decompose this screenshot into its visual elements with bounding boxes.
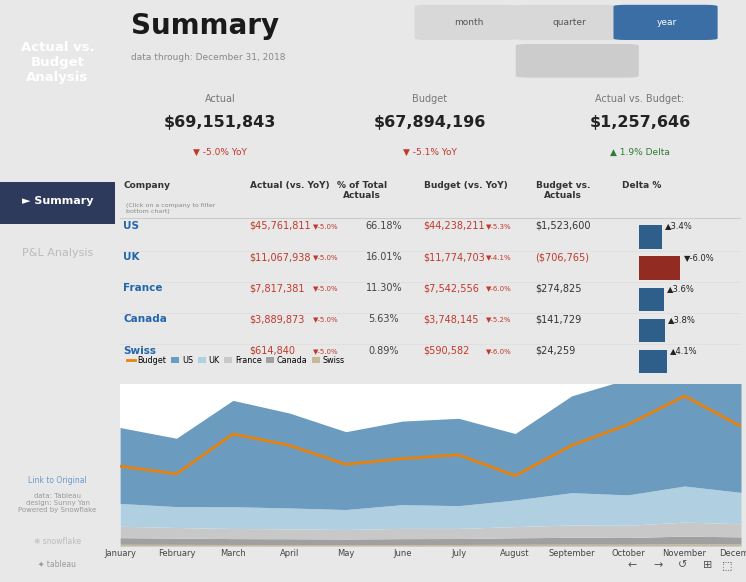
Text: →: → bbox=[653, 560, 662, 570]
Text: $614,840: $614,840 bbox=[249, 346, 295, 356]
Text: ▼-5.0%: ▼-5.0% bbox=[313, 254, 338, 260]
Text: ▼ -5.0% YoY: ▼ -5.0% YoY bbox=[193, 148, 247, 157]
Text: quarter: quarter bbox=[553, 18, 586, 27]
Text: $1,523,600: $1,523,600 bbox=[535, 221, 590, 231]
Text: Budget (vs. YoY): Budget (vs. YoY) bbox=[424, 181, 508, 190]
Text: Canada: Canada bbox=[123, 314, 167, 324]
Text: ⊞: ⊞ bbox=[703, 560, 713, 570]
Text: $590,582: $590,582 bbox=[423, 346, 469, 356]
Text: ▼-6.0%: ▼-6.0% bbox=[486, 347, 513, 354]
FancyBboxPatch shape bbox=[415, 5, 518, 40]
Text: Actual: Actual bbox=[204, 94, 236, 104]
Text: P&L Analysis: P&L Analysis bbox=[22, 248, 93, 258]
Text: ⬚: ⬚ bbox=[722, 560, 733, 570]
FancyBboxPatch shape bbox=[613, 5, 718, 40]
Text: % of Total
Actuals: % of Total Actuals bbox=[337, 181, 387, 200]
Text: year: year bbox=[657, 18, 677, 27]
Bar bbox=[639, 225, 662, 249]
Text: Budget vs.
Actuals: Budget vs. Actuals bbox=[536, 181, 590, 200]
Legend: Budget, US, UK, France, Canada, Swiss: Budget, US, UK, France, Canada, Swiss bbox=[124, 352, 348, 368]
FancyBboxPatch shape bbox=[515, 5, 620, 40]
Text: Swiss: Swiss bbox=[123, 346, 156, 356]
Text: $69,151,843: $69,151,843 bbox=[164, 115, 276, 130]
Text: ▼-5.0%: ▼-5.0% bbox=[313, 317, 338, 322]
Text: 66.18%: 66.18% bbox=[366, 221, 402, 231]
Text: $11,774,703: $11,774,703 bbox=[423, 252, 485, 262]
Text: US: US bbox=[123, 221, 139, 231]
Text: 5.63%: 5.63% bbox=[369, 314, 399, 324]
Text: ▼-5.0%: ▼-5.0% bbox=[313, 285, 338, 291]
Text: ▲3.4%: ▲3.4% bbox=[665, 221, 693, 230]
Text: Actual vs. Budget:: Actual vs. Budget: bbox=[595, 94, 685, 104]
Text: $3,748,145: $3,748,145 bbox=[423, 314, 478, 324]
Text: $141,729: $141,729 bbox=[535, 314, 581, 324]
Text: ($706,765): ($706,765) bbox=[535, 252, 589, 262]
Bar bbox=[639, 288, 664, 311]
Text: ▼-5.0%: ▼-5.0% bbox=[313, 223, 338, 229]
Text: France: France bbox=[123, 283, 163, 293]
Text: data: Tableau
design: Sunny Yan
Powered by Snowflake: data: Tableau design: Sunny Yan Powered … bbox=[19, 494, 97, 513]
Text: $1,257,646: $1,257,646 bbox=[589, 115, 691, 130]
Text: $45,761,811: $45,761,811 bbox=[249, 221, 311, 231]
Text: $7,817,381: $7,817,381 bbox=[249, 283, 304, 293]
Text: ❄ snowflake: ❄ snowflake bbox=[34, 537, 81, 546]
Text: Delta %: Delta % bbox=[622, 181, 661, 190]
Text: month: month bbox=[454, 18, 483, 27]
Bar bbox=[639, 319, 665, 342]
Text: $11,067,938: $11,067,938 bbox=[249, 252, 310, 262]
Text: $67,894,196: $67,894,196 bbox=[374, 115, 486, 130]
Text: ▼-5.0%: ▼-5.0% bbox=[313, 347, 338, 354]
FancyBboxPatch shape bbox=[515, 44, 639, 77]
Text: Link to Original: Link to Original bbox=[28, 475, 87, 485]
Bar bbox=[639, 256, 680, 280]
Text: ▼-6.0%: ▼-6.0% bbox=[683, 253, 715, 261]
Text: 16.01%: 16.01% bbox=[366, 252, 402, 262]
Text: ▼-4.1%: ▼-4.1% bbox=[486, 254, 512, 260]
Text: Summary: Summary bbox=[131, 12, 279, 40]
Text: ▼-5.2%: ▼-5.2% bbox=[486, 317, 512, 322]
Text: $3,889,873: $3,889,873 bbox=[249, 314, 304, 324]
Text: ▼-6.0%: ▼-6.0% bbox=[486, 285, 513, 291]
Text: $24,259: $24,259 bbox=[535, 346, 575, 356]
Text: Actual (vs. YoY): Actual (vs. YoY) bbox=[251, 181, 330, 190]
Text: Actual vs.
Budget
Analysis: Actual vs. Budget Analysis bbox=[21, 41, 95, 84]
Text: ► Summary: ► Summary bbox=[22, 196, 93, 206]
Text: data through: December 31, 2018: data through: December 31, 2018 bbox=[131, 54, 285, 62]
Text: 11.30%: 11.30% bbox=[366, 283, 402, 293]
Text: ✦ tableau: ✦ tableau bbox=[39, 560, 77, 569]
Text: ▲ 1.9% Delta: ▲ 1.9% Delta bbox=[610, 148, 670, 157]
Text: ▲3.8%: ▲3.8% bbox=[668, 315, 696, 324]
Text: Company: Company bbox=[123, 181, 170, 190]
Text: $7,542,556: $7,542,556 bbox=[423, 283, 479, 293]
Text: ▼ -5.1% YoY: ▼ -5.1% YoY bbox=[403, 148, 457, 157]
Text: (Click on a company to filter
  bottom chart): (Click on a company to filter bottom cha… bbox=[122, 203, 216, 214]
Text: UK: UK bbox=[123, 252, 140, 262]
Bar bbox=[0, 182, 115, 224]
Text: ▲3.6%: ▲3.6% bbox=[667, 284, 695, 293]
Text: $274,825: $274,825 bbox=[535, 283, 581, 293]
Text: $44,238,211: $44,238,211 bbox=[423, 221, 485, 231]
Text: ↺: ↺ bbox=[678, 560, 688, 570]
Text: ▼-5.3%: ▼-5.3% bbox=[486, 223, 512, 229]
Text: Budget: Budget bbox=[413, 94, 448, 104]
Text: 0.89%: 0.89% bbox=[369, 346, 399, 356]
Text: ←: ← bbox=[627, 560, 637, 570]
Text: ▲4.1%: ▲4.1% bbox=[671, 346, 698, 355]
Bar bbox=[639, 350, 667, 373]
